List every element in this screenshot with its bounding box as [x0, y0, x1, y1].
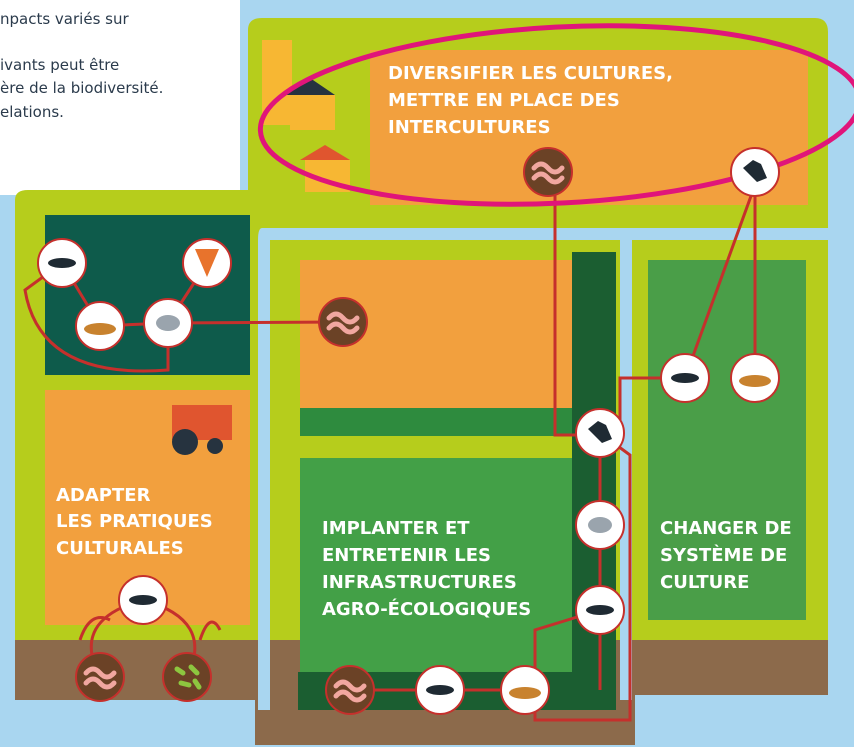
- field: [648, 260, 806, 620]
- mouse-icon: [588, 517, 612, 533]
- label-line: ENTRETENIR LES: [322, 545, 491, 566]
- beetle-icon: [586, 605, 614, 615]
- slug-icon: [84, 323, 116, 335]
- page: npacts variés sur ivants peut être ère d…: [0, 0, 854, 747]
- field: [45, 215, 250, 375]
- label-line: AGRO-ÉCOLOGIQUES: [322, 598, 531, 620]
- intro-line: ère de la biodiversité.: [0, 79, 163, 97]
- species-circle: [326, 666, 374, 714]
- beetle-icon: [48, 258, 76, 268]
- species-circle: [524, 148, 572, 196]
- label-line: CULTURALES: [56, 538, 184, 559]
- species-circle: [163, 653, 211, 701]
- label-line: DIVERSIFIER LES CULTURES,: [388, 63, 673, 84]
- beetle-icon: [129, 595, 157, 605]
- intro-line: ivants peut être: [0, 56, 119, 74]
- mouse-icon: [156, 315, 180, 331]
- diagram: npacts variés sur ivants peut être ère d…: [0, 0, 854, 747]
- slug-icon: [509, 687, 541, 699]
- tractor-wheel: [207, 438, 223, 454]
- grass-strip: [300, 408, 572, 436]
- label-line: LES PRATIQUES: [56, 511, 213, 532]
- house: [290, 95, 335, 130]
- beetle-icon: [671, 373, 699, 383]
- label-line: CULTURE: [660, 572, 749, 593]
- species-circle: [319, 298, 367, 346]
- label-line: IMPLANTER ET: [322, 518, 470, 539]
- soil: [635, 640, 828, 695]
- tractor-wheel: [172, 429, 198, 455]
- label-line: METTRE EN PLACE DES: [388, 90, 620, 111]
- label-line: INTERCULTURES: [388, 117, 551, 138]
- intro-line: npacts variés sur: [0, 10, 129, 28]
- text-panel: [0, 0, 240, 195]
- beetle-icon: [426, 685, 454, 695]
- label-line: SYSTÈME DE: [660, 544, 787, 566]
- species-circle: [76, 653, 124, 701]
- slug-icon: [739, 375, 771, 387]
- label-line: CHANGER DE: [660, 518, 792, 539]
- intro-line: elations.: [0, 103, 64, 121]
- label-line: INFRASTRUCTURES: [322, 572, 517, 593]
- soil: [15, 640, 255, 700]
- label-line: ADAPTER: [56, 485, 151, 506]
